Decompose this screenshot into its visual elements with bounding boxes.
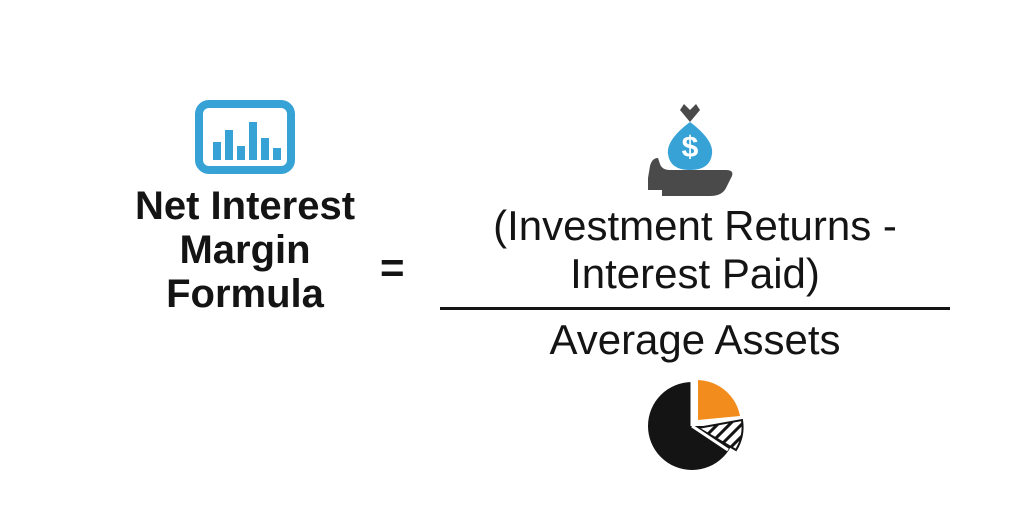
money-bag-hand-icon: $ xyxy=(640,100,750,200)
numerator-line-1: (Investment Returns - xyxy=(440,202,950,250)
numerator-line-2: Interest Paid) xyxy=(440,250,950,298)
formula-infographic: Net Interest Margin Formula = $ (Investm… xyxy=(0,0,1024,526)
formula-right-side: $ (Investment Returns - Interest Paid) A… xyxy=(440,100,950,476)
formula-numerator: (Investment Returns - Interest Paid) xyxy=(440,202,950,299)
formula-name: Net Interest Margin Formula xyxy=(100,184,390,316)
bar-chart-box-icon xyxy=(195,100,295,174)
formula-denominator: Average Assets xyxy=(440,316,950,364)
svg-text:$: $ xyxy=(682,131,699,164)
fraction-bar xyxy=(440,307,950,310)
formula-name-line-1: Net Interest xyxy=(100,184,390,228)
pie-chart-icon xyxy=(640,376,750,476)
formula-name-line-2: Margin xyxy=(100,228,390,272)
equals-sign: = xyxy=(380,244,405,292)
formula-left-side: Net Interest Margin Formula xyxy=(100,100,390,316)
formula-name-line-3: Formula xyxy=(100,272,390,316)
